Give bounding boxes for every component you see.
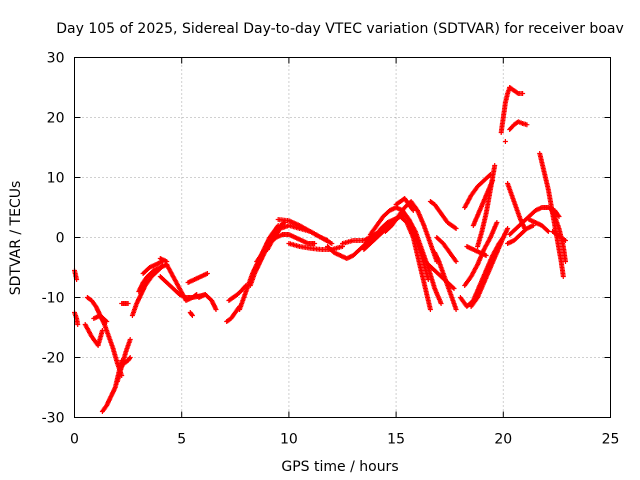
plus-marker-trace: [367, 205, 444, 306]
plus-marker-trace: [275, 217, 330, 243]
y-tick-label: 20: [47, 111, 65, 127]
series-arc-30: [367, 205, 444, 306]
x-tick-label: 10: [280, 432, 298, 448]
x-axis-label: GPS time / hours: [281, 459, 398, 475]
plus-marker-trace: [72, 310, 81, 327]
series-arc-52: [526, 217, 551, 234]
x-tick-label: 15: [387, 432, 405, 448]
plus-marker-trace: [157, 256, 170, 264]
plus-marker-trace: [91, 313, 110, 324]
plus-marker-trace: [196, 292, 219, 312]
plus-marker-trace: [136, 262, 170, 294]
series-arc-33: [393, 196, 416, 213]
series-arc-39: [462, 220, 500, 288]
plus-marker-trace: [185, 271, 210, 285]
plus-marker-trace: [502, 139, 508, 144]
axis-ticks: [74, 57, 611, 418]
series-arc-11: [136, 262, 170, 294]
data-marks: [72, 85, 568, 414]
plus-marker-trace: [464, 244, 489, 258]
tick-labels: 0 5 10 15 20 25 -30 -20 -10 0 10 20 30: [42, 51, 620, 448]
y-tick-label: -20: [42, 351, 65, 367]
plus-marker-trace: [427, 199, 459, 231]
series-arc-26: [286, 241, 345, 252]
plus-marker-trace: [117, 355, 133, 372]
plus-marker-trace: [550, 229, 568, 243]
plus-marker-trace: [119, 301, 131, 306]
plus-marker-trace: [425, 262, 457, 291]
y-tick-label: -30: [42, 411, 65, 427]
series-arc-37: [434, 235, 459, 264]
y-tick-label: 0: [56, 231, 65, 247]
series-arc-48: [507, 119, 530, 132]
plus-marker-trace: [507, 119, 530, 132]
series-arc-12: [140, 259, 165, 276]
plus-marker-trace: [393, 196, 416, 213]
series-arc-44: [475, 163, 498, 249]
x-tick-label: 25: [602, 432, 620, 448]
plus-marker-trace: [462, 172, 493, 210]
series-arc-41: [464, 244, 489, 258]
series-arc-34: [427, 199, 459, 231]
plus-marker-trace: [187, 310, 195, 318]
series-arc-05: [91, 313, 110, 324]
plus-marker-trace: [286, 241, 345, 252]
x-tick-label: 20: [494, 432, 512, 448]
plus-marker-trace: [462, 220, 500, 288]
series-arc-36: [425, 262, 457, 291]
series-arc-02: [72, 310, 81, 327]
plus-marker-trace: [72, 268, 80, 282]
plus-marker-trace: [475, 163, 498, 249]
series-arc-25: [275, 217, 330, 243]
y-axis-label: SDTVAR / TECUs: [8, 181, 24, 296]
plus-marker-trace: [505, 223, 536, 246]
plus-marker-trace: [507, 85, 526, 96]
plus-marker-trace: [526, 217, 551, 234]
plus-marker-trace: [498, 85, 513, 135]
series-arc-42: [462, 172, 493, 210]
series-arc-53: [537, 151, 566, 279]
series-arc-46: [507, 85, 526, 96]
series-arc-13: [157, 256, 170, 264]
series-arc-03: [82, 322, 105, 348]
series-arc-40: [468, 226, 511, 309]
plus-marker-trace: [82, 322, 105, 348]
y-tick-label: 10: [47, 171, 65, 187]
series-arc-17: [187, 310, 195, 318]
y-tick-label: 30: [47, 51, 65, 67]
series-arc-18: [196, 292, 219, 312]
x-tick-label: 5: [177, 432, 186, 448]
plus-marker-trace: [434, 235, 459, 264]
series-arc-09: [119, 301, 131, 306]
y-tick-label: -10: [42, 291, 65, 307]
series-arc-47: [502, 139, 508, 144]
series-arc-51: [505, 223, 536, 246]
chart-title: Day 105 of 2025, Sidereal Day-to-day VTE…: [56, 21, 624, 37]
plus-marker-trace: [537, 151, 566, 279]
grid: [74, 57, 611, 418]
series-arc-45: [498, 85, 513, 135]
series-arc-08: [117, 355, 133, 372]
plus-marker-trace: [140, 259, 165, 276]
series-arc-01: [72, 268, 80, 282]
plus-marker-trace: [468, 226, 511, 309]
series-arc-16: [185, 271, 210, 285]
x-tick-label: 0: [70, 432, 79, 448]
series-arc-55: [550, 229, 568, 243]
